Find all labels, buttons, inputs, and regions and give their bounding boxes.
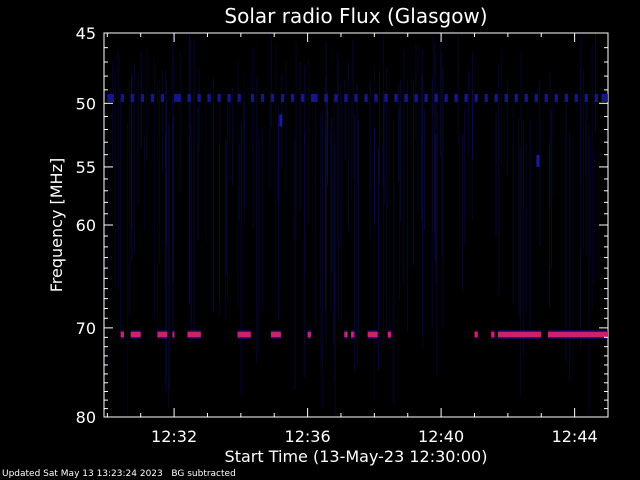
x-tick-label: 12:44 — [552, 427, 598, 446]
band-segment — [130, 332, 141, 338]
spectrogram-data — [105, 33, 608, 415]
band-segment — [350, 332, 355, 338]
band-segment — [474, 93, 478, 102]
band-segment — [494, 93, 498, 102]
band-segment — [464, 93, 468, 102]
band-segment — [484, 93, 488, 102]
footer-bg-note: BG subtracted — [171, 469, 236, 479]
band-segment — [150, 93, 155, 102]
footer-updated: Updated Sat May 13 13:23:24 2023 — [2, 469, 163, 479]
band-segment — [197, 93, 201, 102]
band-segment — [207, 93, 211, 102]
band-segment — [544, 93, 548, 102]
band-segment — [310, 93, 318, 102]
band-segment — [387, 332, 392, 338]
x-axis-label: Start Time (13-May-23 12:30:00) — [225, 447, 488, 466]
band-segment — [120, 332, 125, 338]
band-segment — [160, 93, 165, 102]
band-segment — [270, 93, 275, 102]
band-segment — [174, 93, 181, 102]
band-segment — [504, 93, 508, 102]
y-tick-label: 80 — [76, 408, 96, 427]
band-segment — [260, 93, 265, 102]
band-segment — [584, 93, 588, 102]
band-segment — [157, 332, 168, 338]
band-segment — [130, 93, 135, 102]
x-tick-label: 12:36 — [285, 427, 331, 446]
band-segment — [384, 93, 388, 102]
band-segment — [187, 93, 191, 102]
band-segment — [280, 93, 285, 102]
y-tick-label: 60 — [76, 216, 96, 235]
x-axis: 12:32 12:36 12:40 12:44 — [106, 33, 609, 446]
band-segment — [290, 93, 295, 102]
band-segment — [324, 93, 328, 102]
y-tick-label: 70 — [76, 319, 96, 338]
band-segment — [217, 93, 221, 102]
band-segment — [514, 93, 518, 102]
band-segment — [270, 332, 281, 338]
feature-mark — [536, 154, 540, 167]
band-segment — [374, 93, 378, 102]
band-segment — [344, 93, 348, 102]
band-segment — [307, 332, 311, 338]
band-segment — [601, 93, 608, 102]
band-segment — [554, 93, 558, 102]
y-tick-label: 45 — [76, 24, 96, 43]
band-segment — [394, 93, 398, 102]
footer-status: Updated Sat May 13 13:23:24 2023 BG subt… — [2, 469, 236, 479]
band-segment — [524, 93, 528, 102]
x-tick-label: 12:32 — [151, 427, 197, 446]
band-segment — [344, 332, 348, 338]
band-segment — [300, 93, 305, 102]
band-segment — [172, 332, 175, 338]
y-tick-label: 50 — [76, 94, 96, 113]
band-segment — [404, 93, 408, 102]
band-segment — [107, 93, 115, 102]
band-segment — [354, 93, 358, 102]
band-segment — [547, 332, 608, 338]
band-segment — [594, 93, 598, 102]
y-axis-label: Frequency [MHz] — [47, 158, 66, 292]
x-tick-label: 12:40 — [418, 427, 464, 446]
band-segment — [227, 93, 231, 102]
band-segment — [237, 332, 251, 338]
y-axis: 45 50 55 60 70 80 — [76, 24, 608, 427]
band-segment — [414, 93, 418, 102]
band-segment — [574, 93, 578, 102]
band-segment — [564, 93, 568, 102]
band-segment — [454, 93, 458, 102]
band-segment — [434, 93, 438, 102]
band-segment — [364, 93, 368, 102]
band-segment — [237, 93, 241, 102]
band-segment — [444, 93, 448, 102]
band-segment — [474, 332, 478, 338]
feature-mark — [279, 114, 283, 127]
y-tick-label: 55 — [76, 158, 96, 177]
band-segment — [497, 332, 542, 338]
chart-title: Solar radio Flux (Glasgow) — [224, 4, 487, 28]
band-segment — [534, 93, 538, 102]
band-segment — [334, 93, 338, 102]
band-segment — [187, 332, 201, 338]
band-segment — [367, 332, 378, 338]
band-segment — [140, 93, 145, 102]
band-segment — [250, 93, 255, 102]
band-segment — [491, 332, 495, 338]
band-segment — [120, 93, 125, 102]
band-segment — [424, 93, 428, 102]
